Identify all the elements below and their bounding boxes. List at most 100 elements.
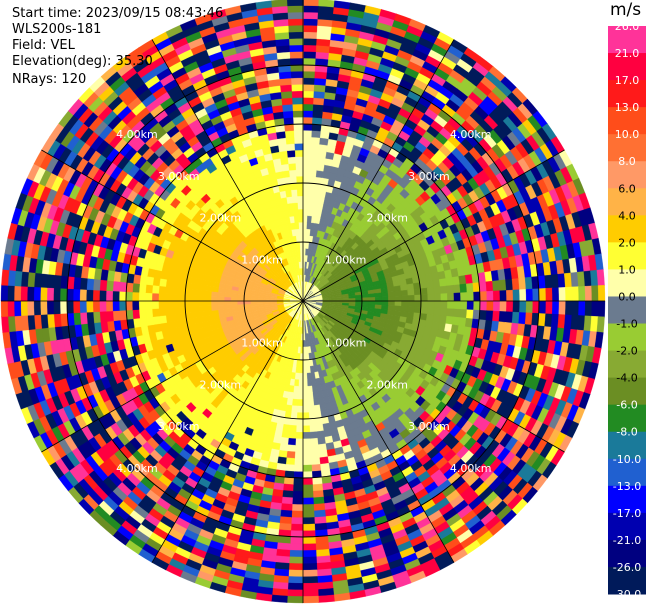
velocity-gate <box>302 175 310 184</box>
velocity-gate <box>217 296 225 302</box>
velocity-gate <box>151 300 159 310</box>
velocity-gate <box>545 287 554 302</box>
velocity-gate <box>164 286 173 295</box>
velocity-gate <box>310 457 321 466</box>
velocity-gate <box>309 162 318 171</box>
velocity-gate <box>302 5 320 13</box>
velocity-gate <box>420 287 429 296</box>
velocity-gate <box>368 293 376 298</box>
velocity-gate <box>302 563 318 571</box>
velocity-gate <box>144 300 153 310</box>
velocity-gate <box>302 188 310 197</box>
velocity-gate <box>296 418 304 427</box>
velocity-gate <box>297 392 304 401</box>
velocity-gate <box>302 142 312 151</box>
velocity-gate <box>1 315 10 333</box>
velocity-gate <box>33 286 41 302</box>
velocity-gate <box>466 282 475 293</box>
velocity-gate <box>305 359 311 368</box>
velocity-gate <box>302 129 313 138</box>
velocity-gate <box>309 437 319 446</box>
velocity-gate <box>302 392 309 401</box>
velocity-gate <box>7 300 15 317</box>
velocity-gate <box>190 294 199 302</box>
velocity-gate <box>361 293 370 299</box>
velocity-gate <box>401 295 409 302</box>
velocity-gate <box>158 307 167 317</box>
velocity-gate <box>203 300 212 307</box>
velocity-gate <box>302 18 319 26</box>
velocity-gate <box>1 268 10 286</box>
velocity-gate <box>302 576 318 584</box>
velocity-gate <box>298 372 304 381</box>
velocity-gate <box>453 284 461 294</box>
velocity-gate <box>144 292 153 302</box>
velocity-gate <box>302 445 312 453</box>
velocity-gate <box>105 290 114 302</box>
velocity-gate <box>302 11 319 20</box>
velocity-gate <box>302 136 313 144</box>
velocity-gate <box>177 306 186 315</box>
velocity-gate <box>289 543 304 552</box>
velocity-gate <box>302 208 309 216</box>
velocity-gate <box>420 294 429 302</box>
velocity-gate <box>302 215 308 223</box>
velocity-gate <box>538 300 547 315</box>
velocity-gate <box>427 293 435 302</box>
velocity-gate <box>486 290 494 302</box>
velocity-gate <box>302 477 313 486</box>
velocity-gate <box>46 286 55 302</box>
velocity-gate <box>309 169 318 178</box>
velocity-gate <box>270 594 288 603</box>
velocity-gate <box>310 451 320 459</box>
velocity-gate <box>302 57 317 66</box>
velocity-gate <box>302 44 318 53</box>
velocity-gate <box>171 293 179 302</box>
velocity-gate <box>597 285 606 302</box>
velocity-gate <box>26 300 35 316</box>
velocity-gate <box>59 287 68 302</box>
velocity-gate <box>433 300 442 309</box>
velocity-gate <box>204 305 212 312</box>
velocity-gate <box>388 296 396 302</box>
velocity-gate <box>306 372 312 381</box>
velocity-gate <box>293 458 304 466</box>
velocity-gate <box>440 300 448 310</box>
velocity-gate <box>291 497 304 506</box>
velocity-gate <box>20 300 28 316</box>
velocity-gate <box>446 285 455 294</box>
velocity-gate <box>151 292 159 302</box>
velocity-gate <box>210 295 218 302</box>
velocity-gate <box>171 286 180 295</box>
velocity-gate <box>578 286 586 302</box>
velocity-gate <box>210 305 219 311</box>
velocity-gate <box>499 300 508 313</box>
velocity-gate <box>59 300 68 314</box>
velocity-gate <box>288 431 297 440</box>
velocity-gate <box>578 300 586 317</box>
velocity-gate <box>551 287 560 302</box>
velocity-gate <box>33 300 41 316</box>
velocity-gate <box>164 293 173 302</box>
velocity-gate <box>381 300 389 306</box>
velocity-gate <box>394 295 403 302</box>
velocity-gate <box>439 308 448 317</box>
velocity-gate <box>292 490 304 499</box>
velocity-gate <box>230 304 238 309</box>
velocity-gate <box>565 300 573 316</box>
velocity-gate <box>302 24 319 33</box>
velocity-gate <box>558 300 567 316</box>
velocity-gate <box>302 582 319 591</box>
velocity-gate <box>596 316 605 334</box>
velocity-gate <box>433 293 442 302</box>
velocity-gate <box>452 308 461 318</box>
velocity-gate <box>85 300 94 313</box>
velocity-gate <box>307 398 315 407</box>
velocity-gate <box>13 285 22 302</box>
velocity-gate <box>525 300 534 314</box>
velocity-gate <box>72 300 81 314</box>
velocity-gate <box>309 431 318 440</box>
velocity-gate <box>302 536 316 545</box>
velocity-gate <box>158 292 166 302</box>
velocity-gate <box>306 379 313 387</box>
